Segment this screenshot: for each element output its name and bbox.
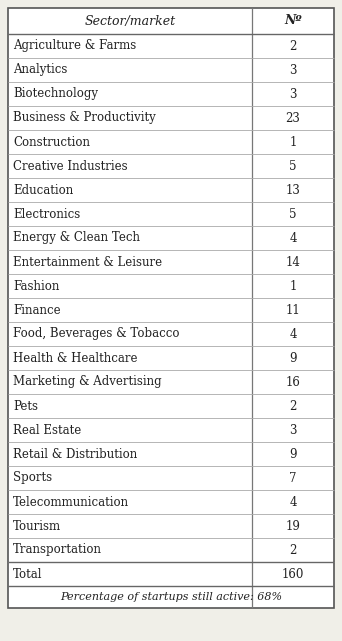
Text: 2: 2 xyxy=(289,40,297,53)
Text: Energy & Clean Tech: Energy & Clean Tech xyxy=(13,231,140,244)
Text: Transportation: Transportation xyxy=(13,544,102,556)
Text: 2: 2 xyxy=(289,399,297,413)
Text: 11: 11 xyxy=(286,303,300,317)
Text: 3: 3 xyxy=(289,63,297,76)
Text: 13: 13 xyxy=(286,183,300,197)
Text: 160: 160 xyxy=(282,567,304,581)
Text: 14: 14 xyxy=(286,256,300,269)
Text: 3: 3 xyxy=(289,88,297,101)
Text: Marketing & Advertising: Marketing & Advertising xyxy=(13,376,162,388)
Text: Finance: Finance xyxy=(13,303,61,317)
Text: 9: 9 xyxy=(289,351,297,365)
Text: Analytics: Analytics xyxy=(13,63,67,76)
Text: 4: 4 xyxy=(289,231,297,244)
Text: Real Estate: Real Estate xyxy=(13,424,81,437)
Text: Health & Healthcare: Health & Healthcare xyxy=(13,351,137,365)
Text: 4: 4 xyxy=(289,328,297,340)
Text: 19: 19 xyxy=(286,519,300,533)
Text: Construction: Construction xyxy=(13,135,90,149)
Text: 5: 5 xyxy=(289,160,297,172)
Text: 4: 4 xyxy=(289,495,297,508)
Text: Biotechnology: Biotechnology xyxy=(13,88,98,101)
Text: Sector/market: Sector/market xyxy=(84,15,175,28)
Text: Electronics: Electronics xyxy=(13,208,80,221)
Text: Total: Total xyxy=(13,567,42,581)
Text: Education: Education xyxy=(13,183,73,197)
Text: Telecommunication: Telecommunication xyxy=(13,495,129,508)
Text: Nº: Nº xyxy=(284,15,302,28)
Text: 23: 23 xyxy=(286,112,300,124)
Text: Business & Productivity: Business & Productivity xyxy=(13,112,156,124)
Text: 7: 7 xyxy=(289,472,297,485)
Text: Retail & Distribution: Retail & Distribution xyxy=(13,447,137,460)
Text: 1: 1 xyxy=(289,135,297,149)
Text: 1: 1 xyxy=(289,279,297,292)
Text: Food, Beverages & Tobacco: Food, Beverages & Tobacco xyxy=(13,328,180,340)
Text: Pets: Pets xyxy=(13,399,38,413)
Text: Agriculture & Farms: Agriculture & Farms xyxy=(13,40,136,53)
Text: Sports: Sports xyxy=(13,472,52,485)
Text: 9: 9 xyxy=(289,447,297,460)
Text: 2: 2 xyxy=(289,544,297,556)
Text: Creative Industries: Creative Industries xyxy=(13,160,128,172)
Text: Percentage of startups still active: 68%: Percentage of startups still active: 68% xyxy=(60,592,282,602)
Text: Entertainment & Leisure: Entertainment & Leisure xyxy=(13,256,162,269)
Text: 16: 16 xyxy=(286,376,300,388)
Text: Tourism: Tourism xyxy=(13,519,61,533)
Text: 3: 3 xyxy=(289,424,297,437)
Text: Fashion: Fashion xyxy=(13,279,60,292)
Text: 5: 5 xyxy=(289,208,297,221)
